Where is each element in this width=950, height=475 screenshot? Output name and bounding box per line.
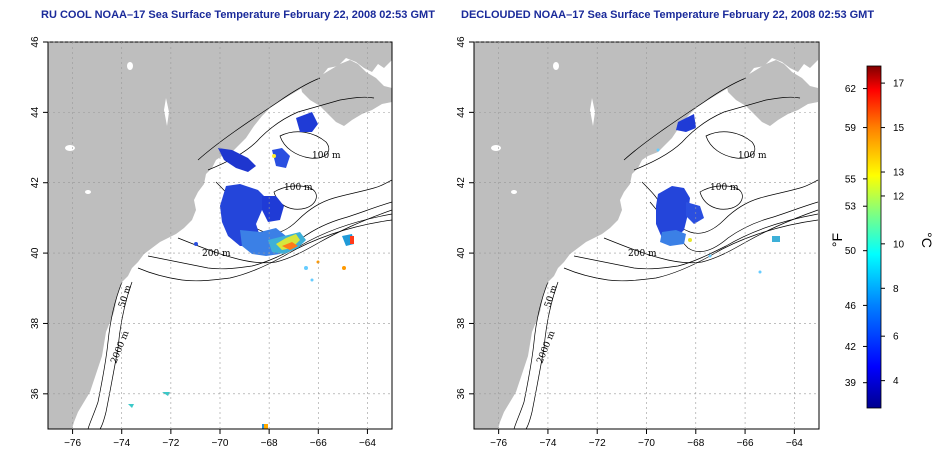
x-tick-label: −72	[162, 438, 179, 449]
celsius-tick-label: 6	[893, 332, 899, 343]
x-tick-label: −76	[64, 438, 81, 449]
y-tick-label: 44	[456, 106, 467, 118]
x-tick-label: −70	[212, 438, 229, 449]
celsius-unit-label: °C	[919, 232, 935, 248]
celsius-tick-label: 13	[893, 168, 905, 179]
x-tick-label: −76	[490, 438, 507, 449]
colorbar-gradient	[866, 65, 882, 409]
celsius-tick-label: 4	[893, 376, 899, 387]
y-tick-label: 46	[30, 36, 41, 48]
celsius-tick-label: 17	[893, 79, 905, 90]
fahrenheit-tick-label: 46	[845, 301, 857, 312]
y-tick-label: 38	[30, 317, 41, 329]
left-panel-title: RU COOL NOAA–17 Sea Surface Temperature …	[41, 9, 435, 21]
fahrenheit-tick-label: 62	[845, 84, 857, 95]
contour-label-100m-a: 100 m	[312, 151, 341, 161]
x-tick-label: −68	[687, 438, 704, 449]
sst-swath-right	[656, 114, 780, 274]
fahrenheit-tick-label: 53	[845, 202, 857, 213]
y-tick-label: 36	[456, 388, 467, 400]
contour-label-100m-c: 100 m	[738, 151, 767, 161]
y-tick-label: 36	[30, 388, 41, 400]
y-tick-label: 46	[456, 36, 467, 48]
fahrenheit-tick-label: 42	[845, 342, 857, 353]
y-tick-label: 38	[456, 317, 467, 329]
x-tick-label: −66	[310, 438, 327, 449]
celsius-tick-label: 8	[893, 284, 899, 295]
contour-label-100m-b: 100 m	[284, 183, 313, 193]
y-tick-label: 40	[30, 247, 41, 259]
celsius-tick-label: 12	[893, 191, 905, 202]
contour-label-100m-d: 100 m	[710, 183, 739, 193]
colorbar: 62 59 55 53 50 46 42 39 17 15 13 12 10 8 6 4 °F °C	[829, 65, 935, 409]
celsius-tick-label: 15	[893, 123, 905, 134]
fahrenheit-tick-label: 55	[845, 174, 857, 185]
right-panel-title: DECLOUDED NOAA–17 Sea Surface Temperatur…	[461, 9, 875, 21]
x-tick-label: −70	[638, 438, 655, 449]
x-tick-label: −72	[589, 438, 606, 449]
celsius-tick-label: 10	[893, 239, 905, 250]
fahrenheit-tick-label: 39	[845, 378, 857, 389]
contour-label-200m-left: 200 m	[202, 249, 231, 259]
sst-swath-left	[128, 112, 354, 429]
y-tick-label: 44	[30, 106, 41, 118]
x-tick-label: −74	[113, 438, 130, 449]
x-tick-label: −68	[261, 438, 278, 449]
contour-label-200m-right: 200 m	[628, 249, 657, 259]
y-tick-label: 42	[456, 177, 467, 189]
fahrenheit-unit-label: °F	[829, 233, 845, 247]
x-tick-label: −74	[539, 438, 556, 449]
x-tick-label: −66	[737, 438, 754, 449]
y-tick-label: 40	[456, 247, 467, 259]
fahrenheit-tick-label: 59	[845, 123, 857, 134]
x-tick-label: −64	[359, 438, 376, 449]
x-tick-label: −64	[786, 438, 803, 449]
y-tick-label: 42	[30, 177, 41, 189]
fahrenheit-tick-label: 50	[845, 246, 857, 257]
